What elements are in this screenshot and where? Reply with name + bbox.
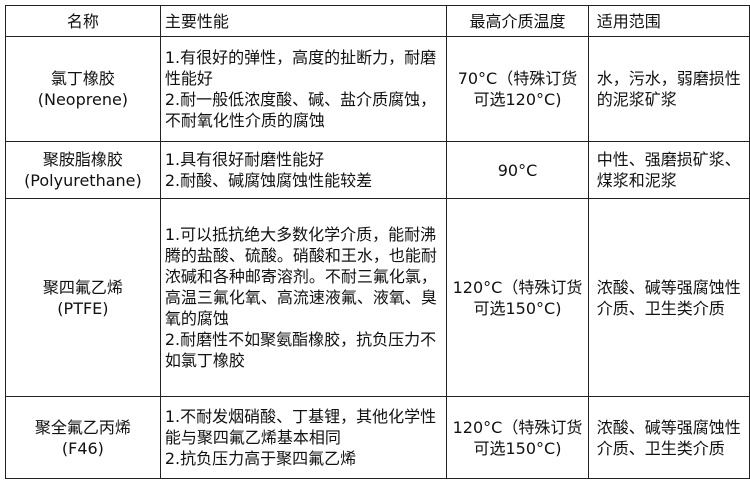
cell-name: 聚胺脂橡胶 (Polyurethane)	[5, 141, 161, 199]
cell-performance: 1.具有很好耐磨性能好 2.耐酸、碱腐蚀腐蚀性能较差	[159, 141, 448, 199]
table-row: 氯丁橡胶 (Neoprene) 1.有很好的弹性，高度的扯断力，耐磨性能好 2.…	[5, 36, 750, 142]
header-scope: 适用范围	[587, 5, 750, 37]
cell-name: 氯丁橡胶 (Neoprene)	[5, 36, 161, 142]
cell-temp: 120°C（特殊订货可选150°C)	[446, 396, 589, 479]
cell-temp: 70°C（特殊订货可选120°C)	[446, 36, 589, 142]
cell-performance: 1.可以抵抗绝大多数化学介质，能耐沸腾的盐酸、硫酸。硝酸和王水，也能耐浓碱和各种…	[159, 198, 448, 397]
cell-name: 聚全氟乙丙烯 (F46)	[5, 396, 161, 479]
cell-temp: 120°C（特殊订货可选150°C)	[446, 198, 589, 397]
cell-scope: 水，污水，弱磨损性的泥浆矿浆	[587, 36, 750, 142]
header-performance: 主要性能	[159, 5, 448, 37]
header-max-temp: 最高介质温度	[446, 5, 589, 37]
cell-scope: 浓酸、碱等强腐蚀性介质、卫生类介质	[587, 396, 750, 479]
cell-scope: 中性、强磨损矿浆、煤浆和泥浆	[587, 141, 750, 199]
cell-performance: 1.有很好的弹性，高度的扯断力，耐磨性能好 2.耐一般低浓度酸、碱、盐介质腐蚀，…	[159, 36, 448, 142]
lining-material-table: 名称 主要性能 最高介质温度 适用范围 氯丁橡胶 (Neoprene) 1.有很…	[5, 5, 750, 479]
header-row: 名称 主要性能 最高介质温度 适用范围	[5, 5, 750, 37]
cell-temp: 90°C	[446, 141, 589, 199]
cell-name: 聚四氟乙烯 (PTFE)	[5, 198, 161, 397]
table-row: 聚全氟乙丙烯 (F46) 1.不耐发烟硝酸、丁基锂，其他化学性能与聚四氟乙烯基本…	[5, 396, 750, 479]
table-row: 聚四氟乙烯 (PTFE) 1.可以抵抗绝大多数化学介质，能耐沸腾的盐酸、硫酸。硝…	[5, 198, 750, 397]
header-name: 名称	[5, 5, 161, 37]
table-row: 聚胺脂橡胶 (Polyurethane) 1.具有很好耐磨性能好 2.耐酸、碱腐…	[5, 141, 750, 199]
cell-performance: 1.不耐发烟硝酸、丁基锂，其他化学性能与聚四氟乙烯基本相同 2.抗负压力高于聚四…	[159, 396, 448, 479]
cell-scope: 浓酸、碱等强腐蚀性介质、卫生类介质	[587, 198, 750, 397]
